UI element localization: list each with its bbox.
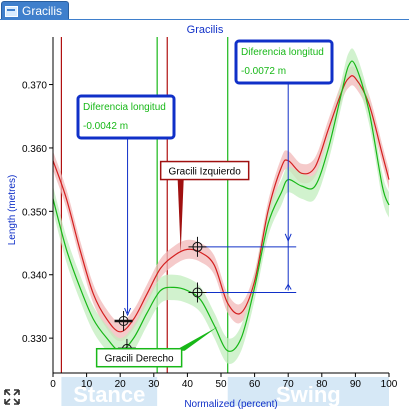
measure-arrow [284, 283, 292, 290]
tab-strip: Gracilis [0, 0, 409, 20]
x-tick-label: 0 [50, 379, 56, 390]
difference-annotation-0[interactable]: Diferencia longitud -0.0042 m [76, 94, 176, 317]
tab-underline [0, 19, 409, 20]
x-tick-label: 20 [115, 379, 127, 390]
phase-band-1 [227, 377, 389, 406]
annotation-title: Diferencia longitud [241, 47, 324, 58]
crosshair-marker-3[interactable] [188, 282, 207, 303]
callout-label: Gracili Izquierdo [169, 167, 242, 178]
x-tick-label: 10 [81, 379, 93, 390]
x-tick-label: 70 [283, 379, 295, 390]
annotation-value: -0.0042 m [83, 121, 128, 132]
phase-band-0 [61, 377, 158, 406]
phase-label: Stance [73, 382, 145, 407]
x-tick-label: 60 [249, 379, 261, 390]
y-tick-label: 0.370 [22, 81, 47, 92]
y-tick-label: 0.350 [22, 207, 47, 218]
callout-label: Gracili Derecho [105, 354, 174, 365]
tab-label: Gracilis [22, 4, 63, 18]
x-tick-label: 50 [215, 379, 227, 390]
phase-label: Swing [276, 382, 341, 407]
y-tick-label: 0.340 [22, 271, 47, 282]
y-axis-label: Length (metres) [7, 175, 18, 246]
expand-icon[interactable] [4, 389, 20, 405]
x-tick-label: 100 [381, 379, 398, 390]
difference-annotation-1[interactable]: Diferencia longitud -0.0072 m [234, 39, 334, 247]
series-callout-0[interactable]: Gracili Izquierdo [159, 160, 250, 253]
y-tick-label: 0.330 [22, 334, 47, 345]
x-tick-label: 80 [316, 379, 328, 390]
chart-tab-icon [5, 5, 18, 17]
chart-title: Gracilis [187, 24, 224, 36]
annotation-value: -0.0072 m [241, 66, 286, 77]
crosshair-marker-0[interactable] [114, 311, 133, 332]
annotation-title: Diferencia longitud [83, 102, 166, 113]
tab-gracilis[interactable]: Gracilis [1, 1, 70, 20]
x-axis-label: Normalized (percent) [184, 399, 277, 409]
y-tick-label: 0.360 [22, 144, 47, 155]
series-callout-1[interactable]: Gracili Derecho [95, 326, 218, 368]
series-line-0 [52, 75, 390, 333]
crosshair-marker-2[interactable] [188, 236, 207, 257]
x-tick-label: 30 [148, 379, 160, 390]
x-tick-label: 40 [182, 379, 194, 390]
x-tick-label: 90 [350, 379, 362, 390]
series-line-1 [52, 60, 390, 352]
